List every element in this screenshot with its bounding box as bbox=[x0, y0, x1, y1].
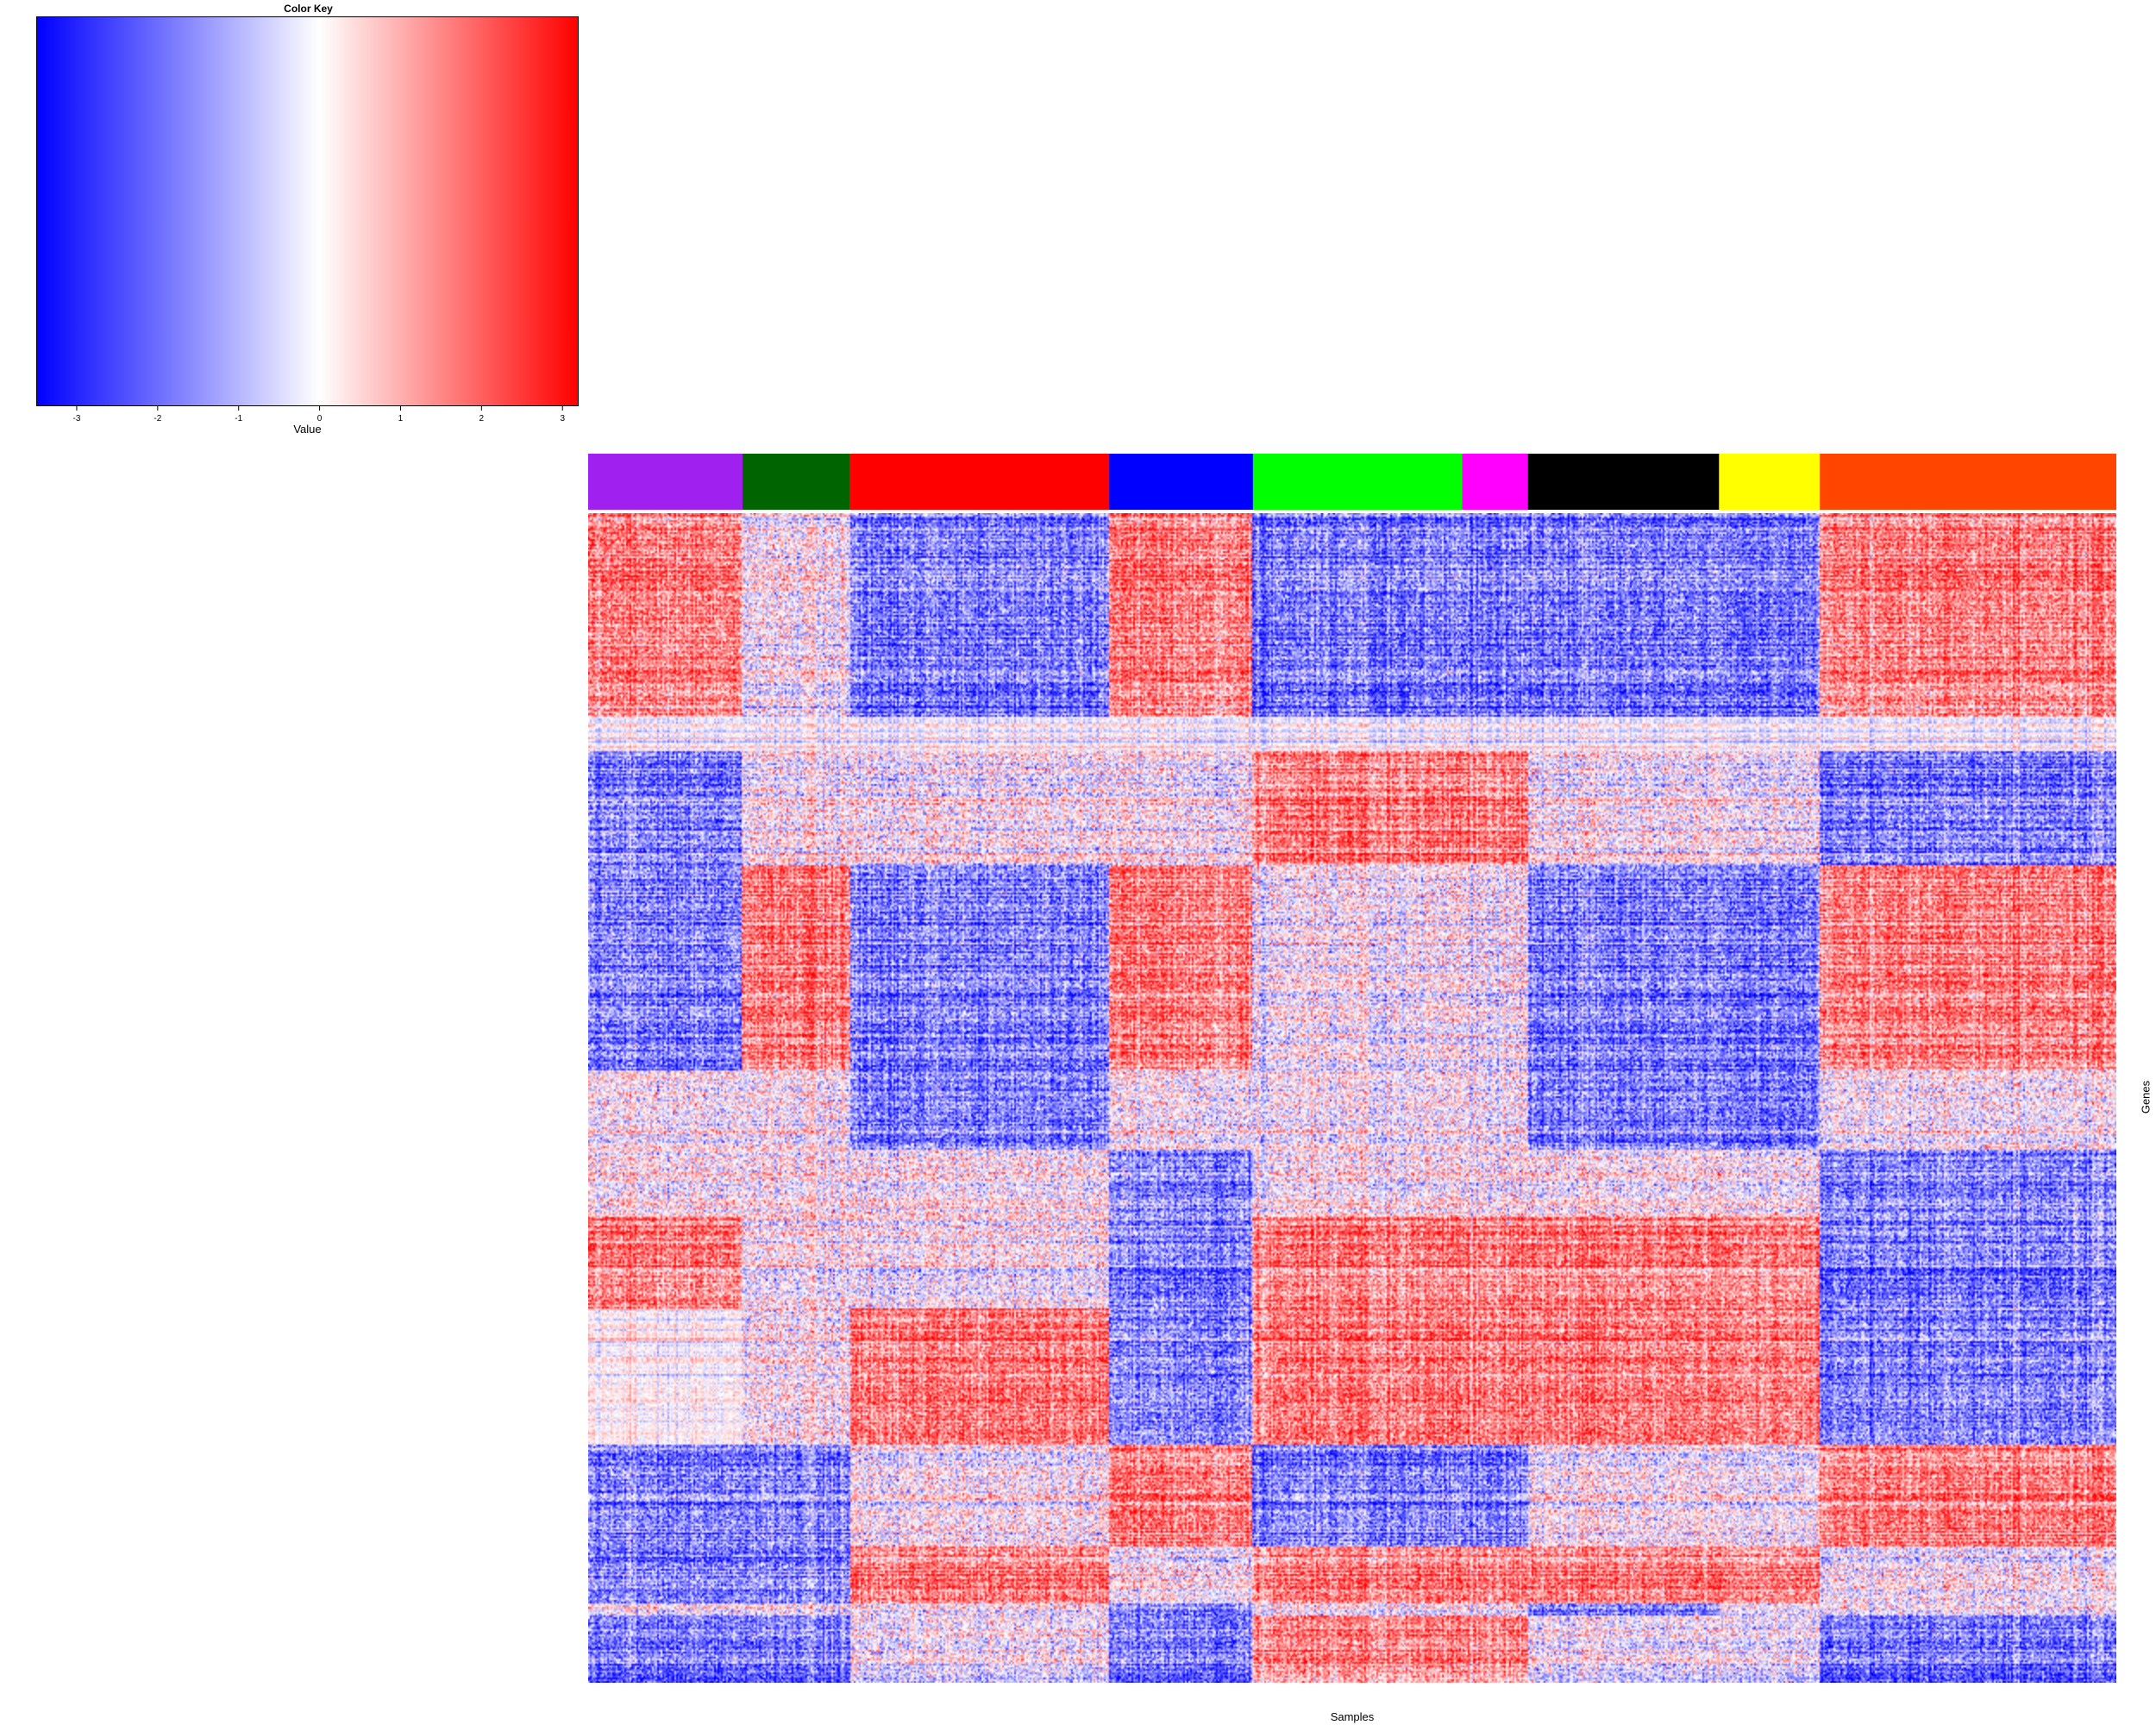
sample-group-color-bar bbox=[588, 454, 2116, 510]
sample-group-2 bbox=[742, 454, 850, 510]
color-key-axis: -3 -2 -1 0 1 2 3 bbox=[72, 406, 565, 423]
color-key-tick-label: 1 bbox=[398, 414, 404, 423]
sample-group-3 bbox=[849, 454, 1110, 510]
color-key-tick-label: 2 bbox=[479, 414, 485, 423]
sample-group-9 bbox=[1820, 454, 2116, 510]
color-key-tick-label: -2 bbox=[154, 414, 161, 423]
sample-group-5 bbox=[1252, 454, 1463, 510]
heatmap-matrix bbox=[588, 513, 2116, 1683]
sample-group-7 bbox=[1527, 454, 1720, 510]
y-axis-label: Genes bbox=[2139, 1080, 2153, 1114]
color-key-gradient bbox=[36, 16, 579, 406]
sample-group-1 bbox=[588, 454, 743, 510]
sample-group-8 bbox=[1719, 454, 1821, 510]
color-key-title: Color Key bbox=[284, 3, 333, 15]
color-key-tick-label: 0 bbox=[317, 414, 323, 423]
color-key-xlabel: Value bbox=[293, 423, 322, 436]
color-key-tick-label: -1 bbox=[235, 414, 242, 423]
sample-group-4 bbox=[1109, 454, 1254, 510]
x-axis-label: Samples bbox=[1330, 1710, 1375, 1723]
sample-group-6 bbox=[1462, 454, 1529, 510]
color-key-tick-label: 3 bbox=[560, 414, 565, 423]
color-key-tick-label: -3 bbox=[72, 414, 80, 423]
